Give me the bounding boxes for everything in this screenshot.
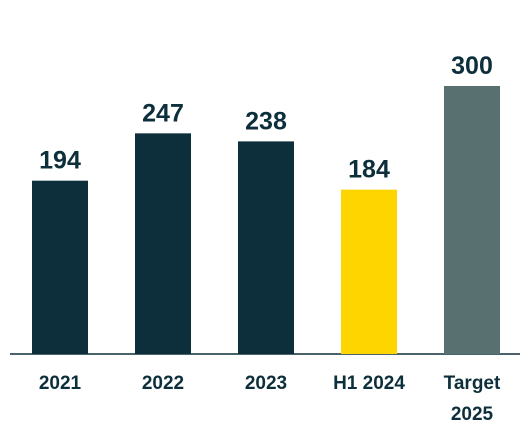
x-tick-label: 2023 — [244, 373, 288, 394]
value-label: 247 — [142, 99, 184, 127]
value-label: 238 — [245, 107, 287, 135]
bar — [32, 180, 88, 354]
bar — [341, 189, 397, 354]
x-tick-label: H1 2024 — [333, 373, 405, 394]
bar — [238, 141, 294, 354]
value-label: 194 — [39, 147, 81, 175]
bar — [444, 86, 500, 354]
x-tick-label: Target 2025 — [443, 373, 501, 425]
bar — [135, 133, 191, 354]
x-tick-label: 2021 — [38, 373, 82, 394]
x-tick-label: 2022 — [141, 373, 185, 394]
value-label: 184 — [348, 156, 390, 184]
value-label: 300 — [451, 52, 493, 80]
